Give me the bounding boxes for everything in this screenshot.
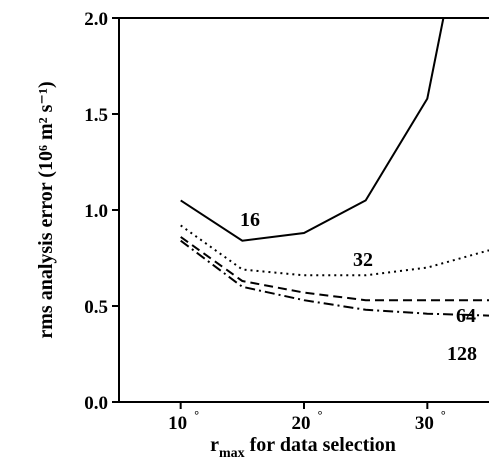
x-tick-label: 10 xyxy=(168,413,187,434)
x-axis-label: rmax for data selection xyxy=(210,434,396,461)
chart-labels: 0.0 0.5 1.0 1.5 2.0 10 ° 20 ° 30 ° rmax for data se… xyxy=(35,9,477,461)
series-label-128: 128 xyxy=(447,343,477,365)
x-tick-unit: ° xyxy=(194,408,199,422)
series-line-32 xyxy=(180,224,489,277)
chart-axes xyxy=(112,17,489,409)
x-tick-label: 20 xyxy=(292,413,311,434)
y-axis-label: rms analysis error (10⁶ m² s⁻¹) xyxy=(35,81,57,338)
series-label-32: 32 xyxy=(353,249,373,271)
y-tick-label: 2.0 xyxy=(84,9,108,30)
series-line-16 xyxy=(180,17,445,242)
y-tick-label: 1.5 xyxy=(84,105,108,126)
x-tick-unit: ° xyxy=(441,408,446,422)
series-line-64 xyxy=(180,236,489,302)
series-label-64: 64 xyxy=(456,305,476,327)
series-line-128 xyxy=(180,239,489,317)
y-tick-label: 1.0 xyxy=(84,201,108,222)
y-tick-label: 0.0 xyxy=(84,393,108,414)
y-tick-label: 0.5 xyxy=(84,297,108,318)
series-label-16: 16 xyxy=(240,209,260,231)
x-tick-unit: ° xyxy=(318,408,323,422)
x-tick-label: 30 xyxy=(415,413,434,434)
chart-marks xyxy=(180,17,489,317)
